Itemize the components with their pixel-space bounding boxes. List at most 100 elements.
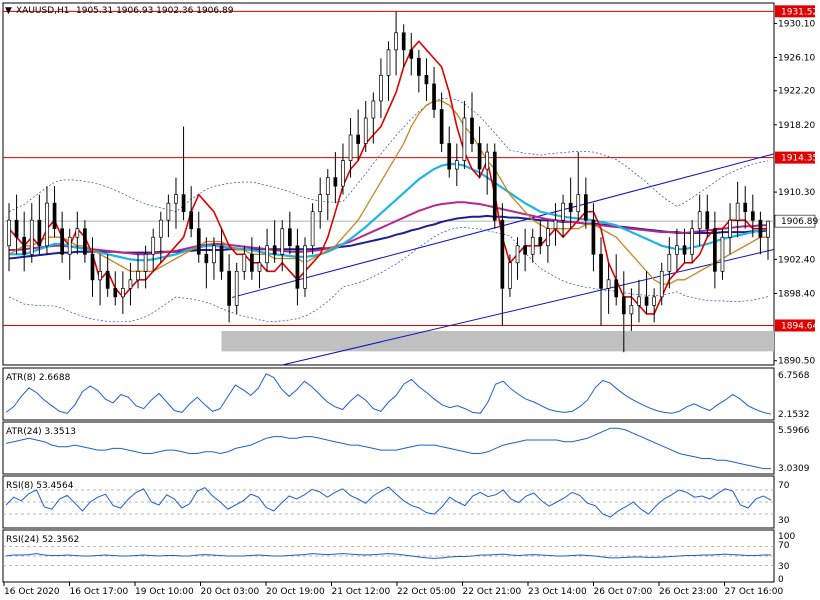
- candle-body: [348, 134, 353, 161]
- candle-body: [417, 58, 421, 76]
- candle-body: [128, 279, 133, 289]
- time-tick-label: 16 Oct 2020: [4, 587, 60, 597]
- candle-body: [67, 236, 72, 255]
- candle-body: [659, 270, 664, 298]
- candle-body: [60, 228, 64, 255]
- price-tick-label: 1918.20: [778, 121, 815, 131]
- candle-body: [318, 194, 323, 213]
- candle-body: [462, 117, 467, 161]
- candle-body: [250, 253, 254, 272]
- candlesticks: [7, 11, 770, 353]
- candle-body: [675, 245, 679, 255]
- candle-body: [394, 32, 398, 51]
- candle-body: [583, 194, 588, 221]
- candle-body: [713, 228, 717, 272]
- level-tag: [775, 5, 815, 18]
- atr24-line: [5, 427, 771, 470]
- candle-body: [508, 262, 512, 289]
- atr8-tick-label: 6.7568: [778, 371, 810, 381]
- chart-symbol: XAUUSD,H1: [16, 6, 70, 16]
- candle-body: [325, 177, 330, 195]
- symbol-dropdown-icon[interactable]: ▼: [5, 6, 12, 16]
- candle-body: [242, 253, 247, 272]
- candle-body: [485, 151, 490, 170]
- candle-body: [439, 109, 444, 144]
- chart-ohlc: 1905.31 1906.93 1902.36 1906.89: [76, 6, 234, 16]
- level-tag: [775, 319, 815, 332]
- bollinger-bands: [8, 97, 769, 323]
- price-tick-label: 1930.10: [778, 19, 815, 29]
- indicator-panels: [3, 373, 774, 566]
- candle-body: [637, 296, 641, 306]
- time-tick-label: 21 Oct 12:00: [332, 587, 391, 597]
- candle-body: [120, 287, 125, 298]
- candle-body: [212, 245, 216, 264]
- candle-body: [341, 160, 345, 187]
- candle-body: [606, 279, 611, 289]
- candle-body: [189, 211, 194, 230]
- candle-body: [766, 220, 770, 238]
- atr24-tick-label: 5.5966: [778, 426, 810, 436]
- candle-body: [470, 117, 474, 144]
- ma-fast-line: [8, 40, 768, 315]
- panel-frame-atr8: [2, 367, 775, 421]
- candle-body: [143, 253, 148, 272]
- time-tick-label: 27 Oct 16:00: [725, 587, 784, 597]
- candle-body: [272, 245, 277, 255]
- panel-frame-price: [2, 2, 775, 366]
- rsi24-tick-label: 100: [778, 532, 795, 542]
- time-tick-label: 22 Oct 21:00: [463, 587, 522, 597]
- price-tick-label: 1890.50: [778, 357, 815, 367]
- candle-body: [257, 262, 262, 272]
- candle-body: [234, 270, 239, 306]
- moving-averages: [8, 40, 769, 315]
- candle-body: [371, 100, 376, 119]
- atr8-tick-label: 2.1532: [778, 410, 810, 420]
- candle-body: [158, 219, 163, 238]
- time-tick-label: 23 Oct 14:00: [528, 587, 587, 597]
- candle-body: [204, 253, 209, 264]
- time-tick-label: 22 Oct 05:00: [397, 587, 456, 597]
- atr24-title: ATR(24) 3.3513: [6, 427, 76, 437]
- rsi24-title: RSI(24) 52.3562: [6, 535, 79, 545]
- time-tick-label: 19 Oct 10:00: [135, 587, 194, 597]
- candle-body: [735, 202, 740, 221]
- candle-body: [758, 219, 763, 238]
- candle-body: [538, 236, 543, 247]
- candle-body: [310, 211, 315, 247]
- candle-body: [750, 211, 755, 221]
- rsi8-title: RSI(8) 53.4564: [6, 481, 74, 491]
- ma-cyan-line: [9, 162, 769, 262]
- price-tick-label: 1898.40: [778, 289, 815, 299]
- candle-body: [196, 228, 201, 255]
- candle-body: [37, 219, 42, 247]
- candle-body: [83, 228, 87, 255]
- candle-body: [720, 236, 725, 272]
- candle-body: [477, 143, 482, 170]
- candle-body: [52, 202, 57, 230]
- ma-magenta-line: [9, 201, 768, 256]
- time-tick-label: 16 Oct 17:00: [70, 587, 129, 597]
- candle-body: [667, 253, 672, 272]
- level-tag-label: 1894.64: [781, 321, 818, 331]
- candle-body: [166, 202, 171, 221]
- candle-body: [287, 228, 292, 247]
- price-tick-label: 1926.10: [778, 54, 815, 64]
- candle-body: [333, 177, 338, 187]
- level-tag-label: 1931.52: [781, 7, 818, 17]
- rsi24-tick-label: 30: [778, 562, 790, 572]
- candle-body: [14, 219, 19, 238]
- candle-body: [113, 287, 118, 298]
- price-tick-label: 1922.20: [778, 87, 815, 97]
- candle-body: [553, 219, 558, 230]
- candle-body: [492, 151, 497, 221]
- candle-body: [7, 219, 11, 247]
- candle-body: [697, 211, 702, 230]
- candle-body: [363, 117, 368, 144]
- candle-body: [90, 253, 95, 281]
- candle-body: [561, 202, 565, 221]
- time-tick-label: 20 Oct 19:00: [266, 587, 325, 597]
- price-axis: 1930.10 1926.10 1922.20 1918.20 1910.30 1902.…: [774, 19, 815, 585]
- candle-body: [500, 219, 505, 289]
